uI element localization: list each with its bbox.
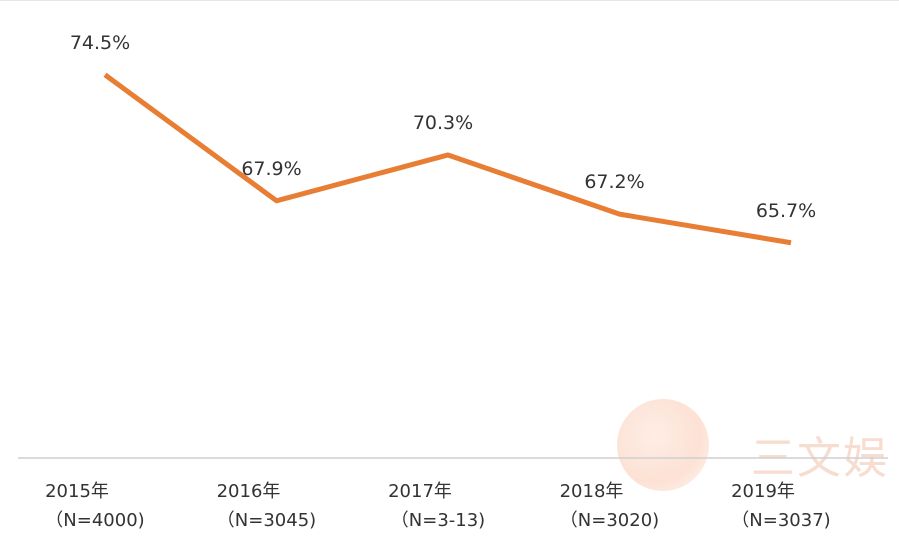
x-tick-sublabel: （N=3045): [217, 510, 316, 531]
watermark-logo-icon: [617, 399, 709, 491]
x-tick-label: 2018年: [560, 481, 624, 502]
series-line: [103, 72, 792, 246]
x-tick-sublabel: （N=3037): [731, 510, 830, 531]
x-tick-label: 2016年: [217, 481, 281, 502]
x-tick-sublabel: （N=3-13): [391, 510, 485, 531]
x-tick-sublabel: （N=3020): [560, 510, 659, 531]
data-label: 65.7%: [756, 200, 816, 222]
data-label: 70.3%: [413, 112, 473, 134]
data-label: 67.9%: [241, 158, 301, 180]
data-label: 74.5%: [70, 32, 130, 54]
top-border: [0, 0, 899, 1]
x-tick-label: 2019年: [731, 481, 795, 502]
x-tick-sublabel: （N=4000): [45, 510, 144, 531]
x-tick-label: 2017年: [388, 481, 452, 502]
x-tick-label: 2015年: [45, 481, 109, 502]
data-label: 67.2%: [584, 171, 644, 193]
